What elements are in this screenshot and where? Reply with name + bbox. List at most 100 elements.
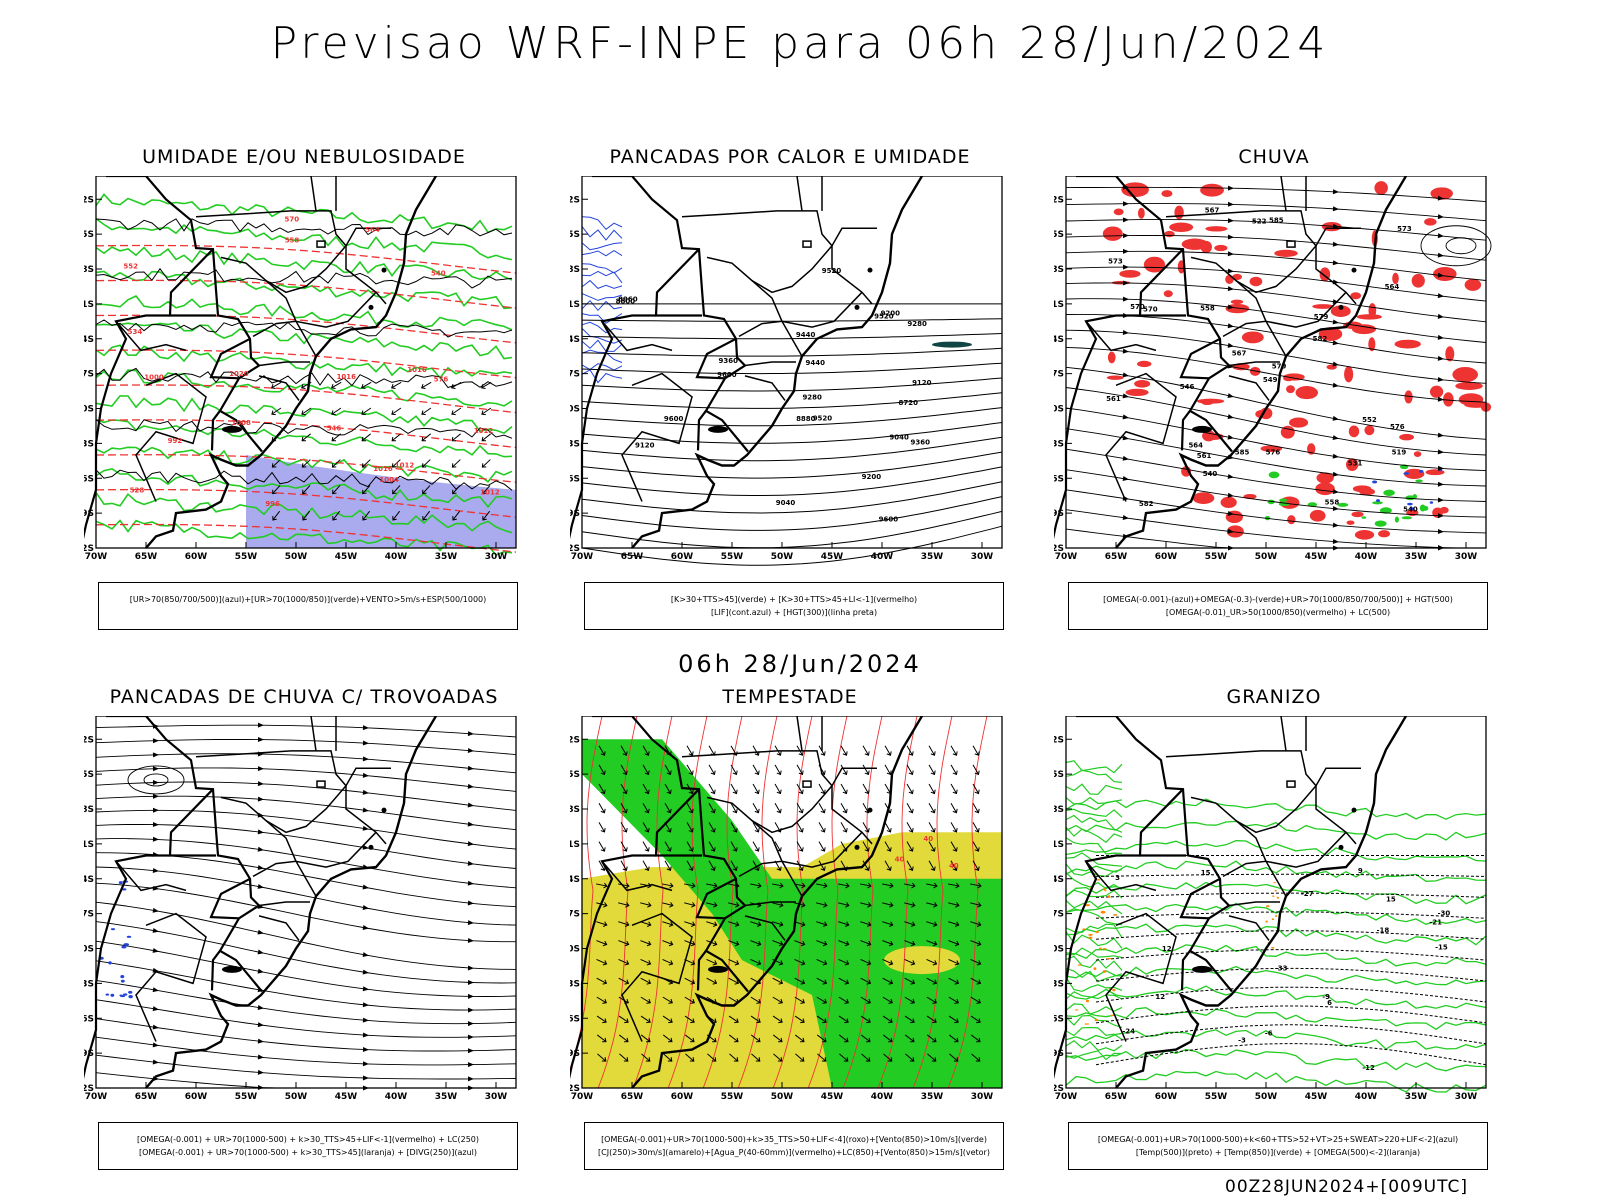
flow-arrow [152,927,159,933]
wind-vector [391,407,402,416]
flow-arrow [362,925,369,930]
shaded-cell [1350,292,1362,300]
high-center-core [143,773,169,787]
contour-line [1065,826,1123,844]
wind-vector [685,1053,695,1062]
wind-vector [598,764,606,776]
wind-vector [597,1053,607,1062]
shaded-cell [1121,182,1149,198]
wind-vector [816,958,828,966]
wind-vector [772,902,784,908]
wind-vector [664,783,672,795]
lon-label: 40W [1355,552,1378,562]
contour-line [1065,991,1123,1000]
contour-label: 567 [1232,350,1247,358]
lat-label: 18S [570,805,580,815]
state-border [1315,227,1361,305]
flow-arrow [362,884,369,890]
wind-vector [794,1015,805,1024]
contour-label: 9280 [802,394,822,402]
contour-line [1065,760,1123,774]
flow-arrow [153,807,159,813]
streamline [1065,329,1487,384]
wind-vector [926,1034,937,1043]
wind-vector [618,882,630,889]
lat-label: 15S [84,770,94,780]
wind-vector [883,1053,893,1062]
flow-arrow [467,979,474,985]
state-border [1235,280,1347,328]
shaded-cell [1403,472,1410,475]
shaded-cell [128,990,133,994]
contour-label: 9600 [664,415,684,423]
flow-arrow [467,880,474,886]
flow-arrow [362,825,369,831]
legend-line: [OMEGA(-0.001)-(azul)+OMEGA(-0.3)-(verde… [1103,595,1453,604]
wind-vector [861,1053,871,1062]
wind-vector [818,802,826,814]
lat-label: 24S [1054,335,1064,345]
wind-vector [664,802,672,814]
shaded-cell [1214,244,1228,252]
shaded-cell [1225,303,1250,314]
wind-vector [950,783,958,795]
state-border [195,210,347,294]
contour-line [95,218,513,261]
lake-marker [381,807,387,813]
lon-label: 30W [1455,1092,1478,1102]
flow-arrow [362,1017,369,1023]
lat-label: 18S [570,265,580,275]
temp500-contour [1095,1043,1487,1066]
map-tempestade: 40 40 40 12S 15S 18S 21S 24S 27S 30S 33S 36S 39S 42S7… [570,716,1003,1102]
panel-umidade: UMIDADE E/OU NEBULOSIDADE 1012 1016 1016 10… [84,146,524,630]
wind-vector [482,485,491,495]
shaded-cell [1346,520,1355,525]
shaded-cell [1110,1014,1114,1017]
state-border [258,375,300,401]
wind-vector [904,1015,915,1024]
lon-label: 50W [1255,552,1278,562]
thickness-line [95,244,517,274]
wind-vector [817,1053,827,1062]
country-border [1138,248,1186,317]
wind-vector [862,783,870,795]
flow-arrow [152,738,159,744]
shaded-cell [1318,327,1343,341]
state-border [1235,820,1347,868]
lat-label: 42S [570,1084,580,1094]
flow-arrow [1227,218,1234,224]
wind-vector [751,1053,761,1062]
flow-arrow [257,737,264,743]
wind-vector [840,802,848,814]
lake-marker [854,844,860,850]
flow-arrow [1227,286,1234,292]
state-border [1280,716,1287,752]
contour-line [1065,908,1123,926]
wind-vector [481,459,491,468]
coastline [1115,176,1408,549]
wind-vector [452,485,461,495]
shaded-cell [1364,425,1375,436]
lagoa-dos-patos [708,965,728,973]
flow-arrow [1332,340,1339,346]
shaded-cell [1394,339,1421,349]
streamline [1065,428,1487,487]
country-border [1076,176,1233,453]
wind-vector [928,745,936,756]
lon-label: 45W [335,1092,358,1102]
contour-line [1065,769,1123,783]
wind-vector [816,940,828,947]
federal-district [802,780,812,788]
wind-vector [331,433,341,442]
omega-orange [1074,879,1118,1025]
shaded-cell [1309,509,1326,522]
map-trovoadas: 12S 15S 18S 21S 24S 27S 30S 33S 36S 39S 42S70W 65W 6… [84,716,517,1102]
shaded-cell [1430,187,1453,200]
contour-label: 582 [1139,500,1154,508]
wind-vector [686,860,694,872]
lat-label: 39S [1054,1049,1064,1059]
map-pancadas-calor: 9600 9600 9520 9520 9440 9360 9280 9200 9120 9040… [570,176,1003,566]
wind-vector [862,841,870,852]
wind-vector [730,860,738,872]
thickness-line [95,419,517,449]
